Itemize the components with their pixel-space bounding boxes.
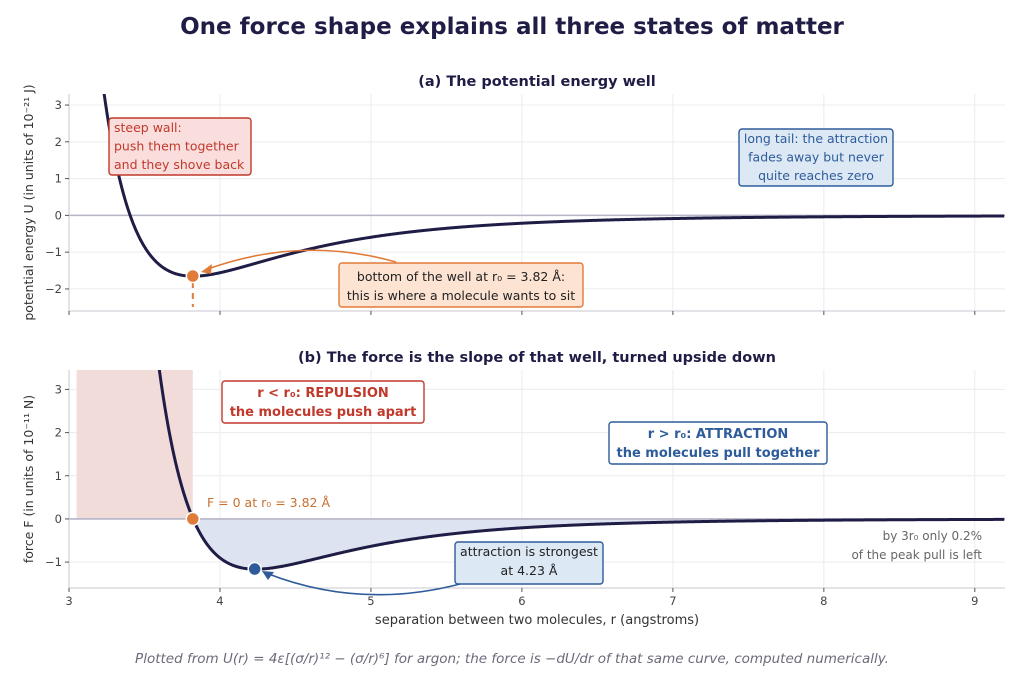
figure-caption: Plotted from U(r) = 4ε[(σ/r)¹² − (σ/r)⁶]… [135, 651, 889, 667]
y-tick-label: −1 [45, 245, 62, 259]
x-tick-label: 9 [971, 594, 978, 608]
repulsion-region [76, 370, 193, 519]
y-axis-label: potential energy U (in units of 10⁻²¹ J) [21, 84, 36, 320]
wall-annotation-text: push them together [114, 139, 240, 154]
x-tick-label: 7 [669, 594, 676, 608]
y-tick-label: 1 [55, 469, 62, 483]
force-curve [157, 370, 1005, 571]
tail-note-text: of the peak pull is left [851, 548, 982, 562]
y-tick-label: 0 [55, 208, 62, 222]
attraction-subtitle: the molecules pull together [616, 446, 820, 461]
x-axis-label: separation between two molecules, r (ang… [375, 613, 699, 628]
strongest-box [454, 541, 604, 585]
minimum-arrow-head [201, 264, 212, 274]
x-tick-label: 6 [518, 594, 525, 608]
minimum-annotation-text: bottom of the well at r₀ = 3.82 Å: [357, 269, 565, 284]
y-tick-label: 0 [55, 512, 62, 526]
repulsion-subtitle: the molecules push apart [230, 405, 417, 420]
strongest-arrow [265, 572, 461, 596]
y-tick-label: −1 [45, 555, 62, 569]
y-tick-label: 3 [55, 382, 62, 396]
zero-force-label: F = 0 at r₀ = 3.82 Å [207, 495, 330, 510]
potential-panel: −2 −1 0 1 2 3 (a) The potential energy well pot… [21, 74, 1005, 321]
tail-annotation-box [738, 128, 894, 187]
y-tick-label: 3 [55, 98, 62, 112]
minimum-arrow [204, 249, 397, 271]
panel-title: (a) The potential energy well [418, 74, 656, 90]
repulsion-title: r < r₀: REPULSION [257, 386, 389, 401]
y-tick-label: 2 [55, 135, 62, 149]
x-tick-label: 8 [820, 594, 827, 608]
panel-title: (b) The force is the slope of that well,… [298, 350, 776, 366]
y-tick-label: 2 [55, 426, 62, 440]
repulsion-box [221, 380, 425, 424]
strongest-text: at 4.23 Å [501, 563, 558, 578]
tail-note-text: by 3r₀ only 0.2% [883, 529, 982, 543]
strongest-arrow-head [262, 571, 274, 580]
minimum-marker [185, 268, 201, 284]
tail-annotation-text: long tail: the attraction [744, 131, 888, 146]
force-panel: −1 0 1 2 3 3 4 5 6 7 8 9 (b) The force is the slope … [21, 350, 1005, 628]
x-tick-label: 5 [367, 594, 374, 608]
minimum-annotation-text: this is where a molecule wants to sit [347, 288, 575, 303]
potential-curve [102, 94, 1005, 278]
attraction-region [192, 518, 1005, 570]
x-tick-label: 4 [216, 594, 223, 608]
tail-annotation-text: fades away but never [748, 150, 885, 165]
minimum-annotation-box [338, 262, 584, 308]
figure-title: One force shape explains all three state… [180, 14, 844, 40]
strongest-pull-marker [247, 561, 262, 577]
wall-annotation-text: steep wall: [114, 120, 182, 135]
wall-annotation-text: and they shove back [114, 157, 245, 172]
strongest-text: attraction is strongest [460, 544, 598, 559]
x-tick-label: 3 [65, 594, 72, 608]
y-axis-label: force F (in units of 10⁻¹¹ N) [21, 395, 36, 563]
attraction-box [608, 421, 828, 465]
y-tick-label: −2 [45, 282, 62, 296]
attraction-title: r > r₀: ATTRACTION [648, 427, 789, 442]
wall-annotation-box [108, 117, 252, 176]
zero-force-marker [185, 511, 201, 527]
tail-annotation-text: quite reaches zero [758, 168, 874, 183]
y-tick-label: 1 [55, 172, 62, 186]
